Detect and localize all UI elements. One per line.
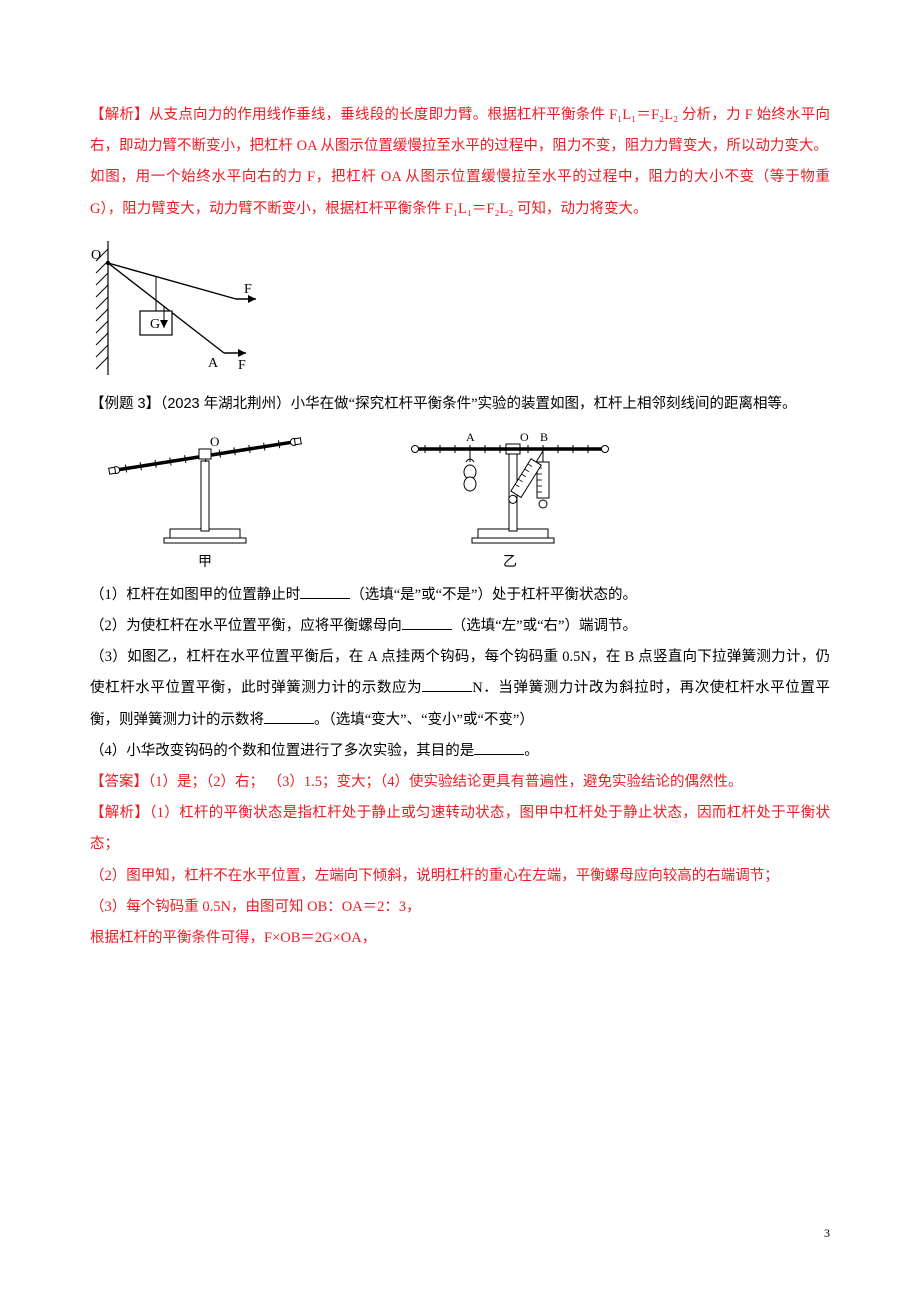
label-F-1: F	[244, 282, 252, 297]
q3-c: 。（选填“变大”、“变小”或“不变”）	[314, 712, 534, 728]
analysis-paragraph-1: 【解析】从支点向力的作用线作垂线，垂线段的长度即力臂。根据杠杆平衡条件 F₁L₁…	[90, 100, 830, 162]
page-number: 3	[824, 1221, 830, 1247]
caption-yi: 乙	[400, 548, 620, 578]
question-3: （3）如图乙，杠杆在水平位置平衡后，在 A 点挂两个钩码，每个钩码重 0.5N，…	[90, 642, 830, 736]
example3-text: 小华在做“探究杠杆平衡条件”实验的装置如图，杠杆上相邻刻线间的距离相等。	[291, 396, 797, 412]
label-A: A	[208, 356, 219, 371]
diagram-lever-stands: O	[90, 426, 830, 578]
explain-p3: （3）每个钩码重 0.5N，由图可知 OB：OA＝2：3，	[90, 892, 830, 923]
label-O: O	[91, 248, 101, 263]
diagram-lever-wall: O F F A G	[86, 233, 830, 383]
example3-stem: 【例题 3】（2023 年湖北荆州）小华在做“探究杠杆平衡条件”实验的装置如图，…	[90, 389, 830, 420]
explain-p4: 根据杠杆的平衡条件可得，F×OB＝2G×OA，	[90, 923, 830, 954]
caption-jia: 甲	[100, 548, 310, 578]
figure-jia: O	[100, 426, 310, 546]
label-F-2: F	[238, 358, 246, 373]
svg-text:A: A	[466, 430, 475, 444]
explain-p1: 【解析】（1）杠杆的平衡状态是指杠杆处于静止或匀速转动状态，图甲中杠杆处于静止状…	[90, 798, 830, 860]
q1-b: （选填“是”或“不是”）处于杠杆平衡状态的。	[350, 587, 637, 603]
blank-2	[402, 613, 452, 630]
q2-a: （2）为使杠杆在水平位置平衡，应将平衡螺母向	[90, 618, 402, 634]
question-1: （1）杠杆在如图甲的位置静止时 （选填“是”或“不是”）处于杠杆平衡状态的。	[90, 580, 830, 611]
question-4: （4）小华改变钩码的个数和位置进行了多次实验，其目的是 。	[90, 736, 830, 767]
figure-yi: A O B	[400, 426, 620, 546]
example3-tag: 【例题 3】	[90, 396, 160, 412]
blank-3a	[422, 676, 472, 693]
q2-b: （选填“左”或“右”）端调节。	[452, 618, 637, 634]
svg-text:B: B	[540, 430, 548, 444]
example3-source: （2023 年湖北荆州）	[160, 396, 291, 412]
q1-a: （1）杠杆在如图甲的位置静止时	[90, 587, 300, 603]
blank-4	[474, 738, 524, 755]
blank-1	[300, 582, 350, 599]
blank-3b	[264, 707, 314, 724]
question-2: （2）为使杠杆在水平位置平衡，应将平衡螺母向 （选填“左”或“右”）端调节。	[90, 611, 830, 642]
q4-a: （4）小华改变钩码的个数和位置进行了多次实验，其目的是	[90, 743, 474, 759]
svg-text:O: O	[210, 434, 219, 449]
label-G: G	[150, 317, 160, 332]
analysis-paragraph-2: 如图，用一个始终水平向右的力 F，把杠杆 OA 从图示位置缓慢拉至水平的过程中，…	[90, 162, 830, 224]
explain-p2: （2）图甲知，杠杆不在水平位置，左端向下倾斜，说明杠杆的重心在左端，平衡螺母应向…	[90, 861, 830, 892]
q4-b: 。	[524, 743, 539, 759]
svg-text:O: O	[520, 430, 529, 444]
answer-line: 【答案】（1）是；（2）右； （3）1.5；变大；（4）使实验结论更具有普遍性，…	[90, 767, 830, 798]
